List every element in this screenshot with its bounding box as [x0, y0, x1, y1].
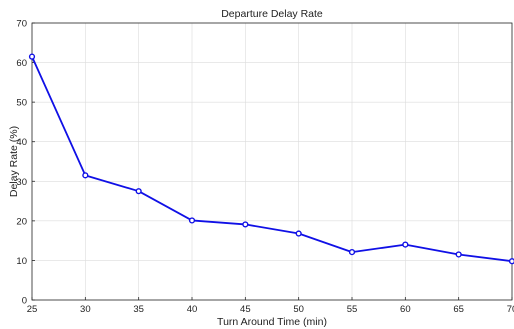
data-point — [508, 258, 514, 265]
x-tick-label: 25 — [27, 304, 38, 315]
x-tick-label: 65 — [453, 304, 464, 315]
y-tick-label: 50 — [16, 98, 27, 109]
y-tick-label: 0 — [22, 296, 27, 307]
y-tick-label: 70 — [16, 19, 27, 30]
data-point — [455, 251, 462, 258]
chart-title: Departure Delay Rate — [221, 8, 323, 20]
data-point — [135, 188, 142, 195]
data-point — [402, 241, 409, 248]
series-layer — [28, 53, 514, 265]
data-point — [28, 53, 36, 60]
data-point — [82, 172, 89, 179]
data-point — [242, 221, 249, 228]
x-tick-label: 50 — [293, 304, 304, 315]
x-tick-label: 70 — [507, 304, 514, 315]
y-tick-label: 30 — [16, 177, 27, 188]
data-point — [188, 217, 196, 224]
x-tick-label: 45 — [240, 304, 251, 315]
data-point — [348, 249, 356, 256]
x-axis-title: Turn Around Time (min) — [217, 316, 327, 328]
x-tick-label: 60 — [400, 304, 411, 315]
axis-ticks: 25 30 35 40 45 50 55 60 65 70 0 10 20 30 40 50 60 70 — [16, 19, 514, 316]
y-tick-label: 60 — [16, 58, 27, 69]
x-tick-label: 40 — [187, 304, 198, 315]
y-tick-label: 20 — [16, 216, 27, 227]
data-point — [295, 230, 302, 237]
y-tick-label: 10 — [16, 256, 27, 267]
x-tick-label: 30 — [80, 304, 91, 315]
y-tick-label: 40 — [16, 137, 27, 148]
x-tick-label: 55 — [347, 304, 358, 315]
x-tick-label: 35 — [133, 304, 144, 315]
y-axis-title: Delay Rate (%) — [8, 126, 20, 197]
series-line — [31, 56, 513, 263]
plot-frame — [31, 22, 513, 301]
